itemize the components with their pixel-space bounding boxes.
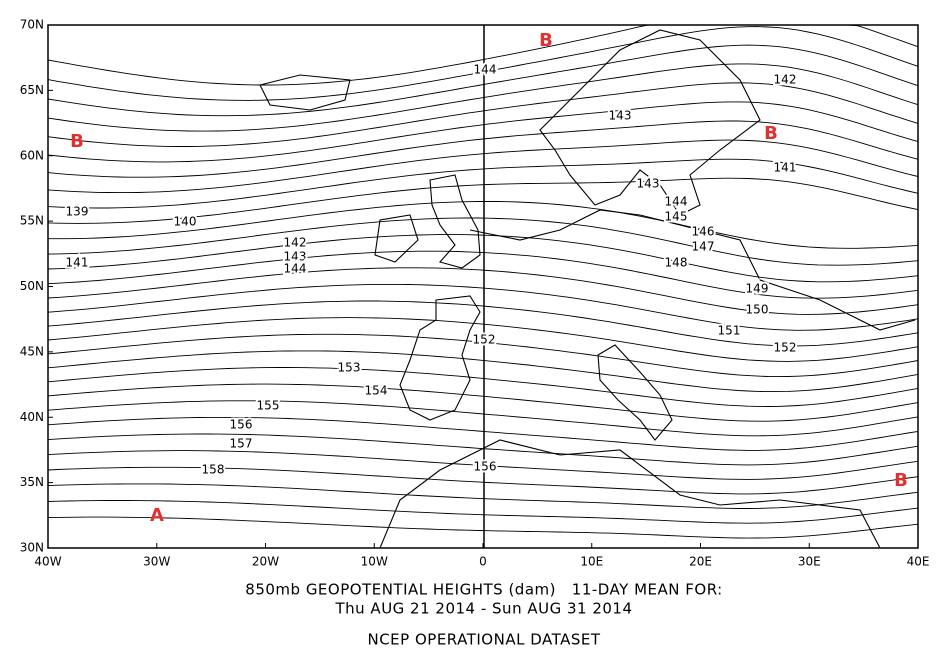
contour-label: 156 xyxy=(230,418,253,432)
contour-label: 142 xyxy=(774,73,797,87)
contour-line xyxy=(47,250,919,299)
contour-label: 145 xyxy=(665,210,688,224)
lat-label: 30N xyxy=(20,541,44,555)
contour-line xyxy=(47,450,919,480)
contour-line xyxy=(47,267,919,315)
lat-label: 50N xyxy=(20,279,44,293)
contour-label: 153 xyxy=(338,361,361,375)
pressure-label: B xyxy=(539,30,553,51)
contour-line xyxy=(47,350,919,393)
coastline xyxy=(539,29,761,216)
contour-line xyxy=(47,300,919,347)
contour-line xyxy=(47,367,919,407)
contour-label: 143 xyxy=(609,109,632,123)
contour-label: 152 xyxy=(774,341,797,355)
coastline xyxy=(374,174,481,269)
contour-line xyxy=(47,234,919,283)
contour-label: 155 xyxy=(257,399,280,413)
lon-label: 40E xyxy=(907,555,930,569)
contour-line xyxy=(47,63,919,132)
contour-label: 156 xyxy=(474,460,497,474)
contour-label: 150 xyxy=(746,303,769,317)
lon-label: 30W xyxy=(143,555,170,569)
lon-label: 10W xyxy=(361,555,388,569)
contour-label: 144 xyxy=(284,262,307,276)
lon-label: 0 xyxy=(479,555,487,569)
contour-line xyxy=(47,400,919,437)
contour-line xyxy=(47,139,919,194)
contour-label: 139 xyxy=(66,205,89,219)
coastline xyxy=(379,439,881,549)
contour-line xyxy=(47,177,919,224)
contour-line xyxy=(47,217,919,266)
contour-line xyxy=(48,201,919,249)
contour-line xyxy=(47,416,919,451)
contour-label: 141 xyxy=(66,256,89,270)
caption: 850mb GEOPOTENTIAL HEIGHTS (dam) 11-DAY … xyxy=(245,581,722,599)
contour-label: 141 xyxy=(774,161,797,175)
contour-label: 149 xyxy=(746,282,769,296)
contour-label: 148 xyxy=(665,256,688,270)
lat-label: 70N xyxy=(20,18,44,32)
lon-label: 40W xyxy=(34,555,61,569)
lon-label: 20E xyxy=(689,555,712,569)
contour-line xyxy=(47,26,919,101)
coastline xyxy=(597,344,673,441)
lat-label: 45N xyxy=(20,344,44,358)
contour-label: 147 xyxy=(692,240,715,254)
contour-line xyxy=(47,101,919,163)
contour-label: 144 xyxy=(665,195,688,209)
lon-label: 30E xyxy=(798,555,821,569)
caption: Thu AUG 21 2014 - Sun AUG 31 2014 xyxy=(334,600,632,618)
lat-label: 60N xyxy=(20,148,44,162)
contour-label: 143 xyxy=(284,250,307,264)
lat-label: 40N xyxy=(20,410,44,424)
contour-label: 158 xyxy=(202,463,225,477)
pressure-label: A xyxy=(150,505,164,526)
lat-label: 35N xyxy=(20,475,44,489)
pressure-label: B xyxy=(894,470,908,491)
pressure-label: B xyxy=(764,123,778,144)
contour-label: 140 xyxy=(174,215,197,229)
contour-label: 143 xyxy=(637,177,660,191)
caption: NCEP OPERATIONAL DATASET xyxy=(367,631,600,649)
contour-label: 144 xyxy=(474,63,497,77)
contour-label: 154 xyxy=(365,384,388,398)
contour-label: 152 xyxy=(473,333,496,347)
lat-label: 55N xyxy=(20,214,44,228)
contour-line xyxy=(47,82,919,147)
contour-line xyxy=(47,158,919,209)
lat-label: 65N xyxy=(20,83,44,97)
contour-line xyxy=(47,317,919,362)
contour-line xyxy=(47,120,919,178)
contour-line xyxy=(47,483,919,509)
contour-line xyxy=(47,383,919,422)
contour-label: 142 xyxy=(284,236,307,250)
contour-line xyxy=(47,500,919,524)
coastline xyxy=(259,74,351,111)
contour-label: 151 xyxy=(718,324,741,338)
contour-line xyxy=(47,333,919,378)
contour-label: 146 xyxy=(692,225,715,239)
contour-line xyxy=(47,283,919,331)
lon-label: 10E xyxy=(580,555,603,569)
lon-label: 20W xyxy=(252,555,279,569)
contour-line xyxy=(47,516,919,539)
coastline xyxy=(469,209,916,331)
contour-line xyxy=(47,44,919,117)
coastline xyxy=(399,295,481,421)
contour-line xyxy=(47,466,919,495)
pressure-label: B xyxy=(70,131,84,152)
contour-label: 157 xyxy=(230,437,253,451)
